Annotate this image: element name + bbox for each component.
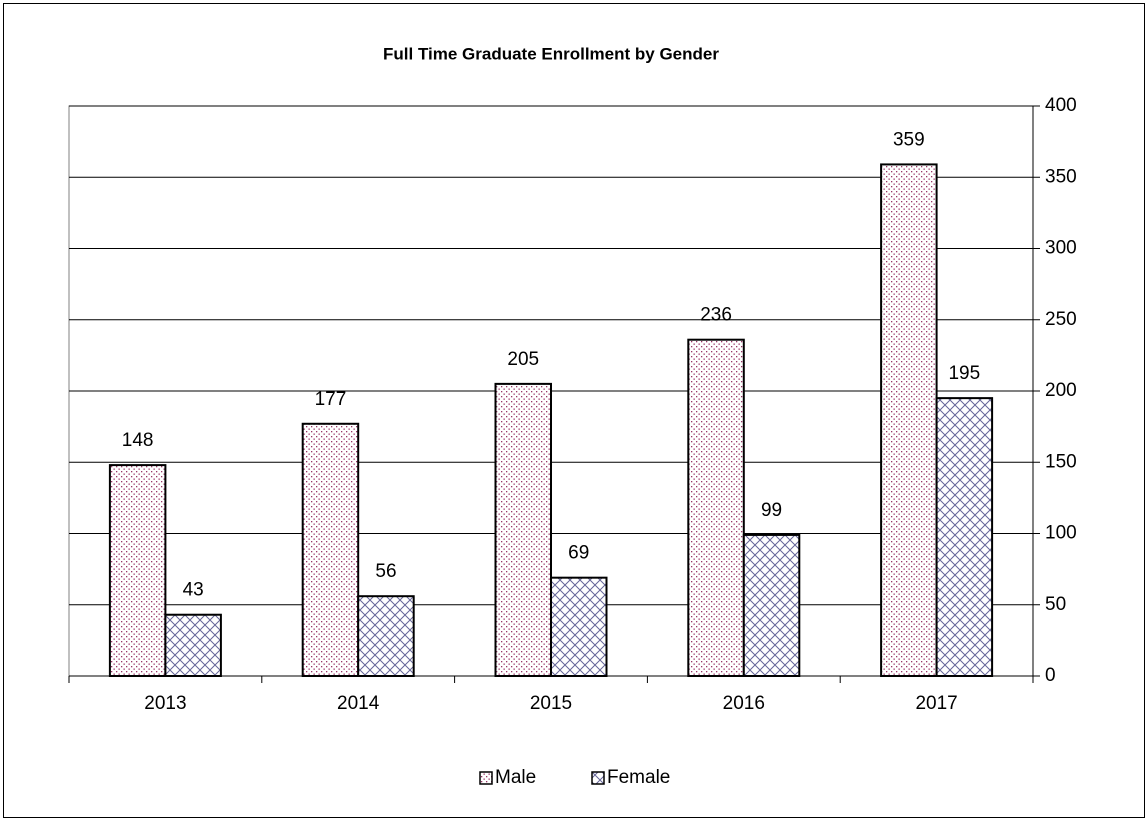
y-tick-label: 300 [1045,238,1077,259]
bar [687,338,745,677]
legend-swatch [591,771,605,785]
y-tick-label: 0 [1045,665,1056,686]
data-label: 56 [375,561,396,582]
bar [357,595,415,678]
y-tick-label: 400 [1045,95,1077,116]
x-tick-label: 2014 [337,693,380,714]
data-label: 195 [948,363,980,384]
legend-label: Male [495,767,536,788]
y-tick-label: 150 [1045,451,1077,472]
x-tick-label: 2015 [530,693,572,714]
x-tick-label: 2016 [723,693,765,714]
data-label: 99 [761,500,782,521]
data-label: 359 [893,129,925,150]
y-tick-label: 200 [1045,380,1077,401]
data-label: 69 [568,543,589,564]
data-label: 148 [122,430,154,451]
x-tick-label: 2017 [915,693,957,714]
y-tick-label: 250 [1045,309,1077,330]
bar [935,397,994,677]
bar [880,163,938,678]
y-tick-label: 50 [1045,594,1066,615]
bar [301,422,360,677]
legend-label: Female [607,767,670,788]
bar [550,576,608,677]
bar [742,533,801,677]
bar [164,613,222,677]
data-label: 205 [507,349,539,370]
legend-swatch [479,771,493,785]
x-tick-label: 2013 [144,693,186,714]
chart-title: Full Time Graduate Enrollment by Gender [383,44,719,63]
data-label: 43 [183,580,204,601]
y-tick-label: 350 [1045,166,1077,187]
data-label: 236 [700,305,732,326]
data-label: 177 [315,389,347,410]
bar [108,464,167,677]
y-tick-label: 100 [1045,523,1077,544]
bar [494,382,552,677]
